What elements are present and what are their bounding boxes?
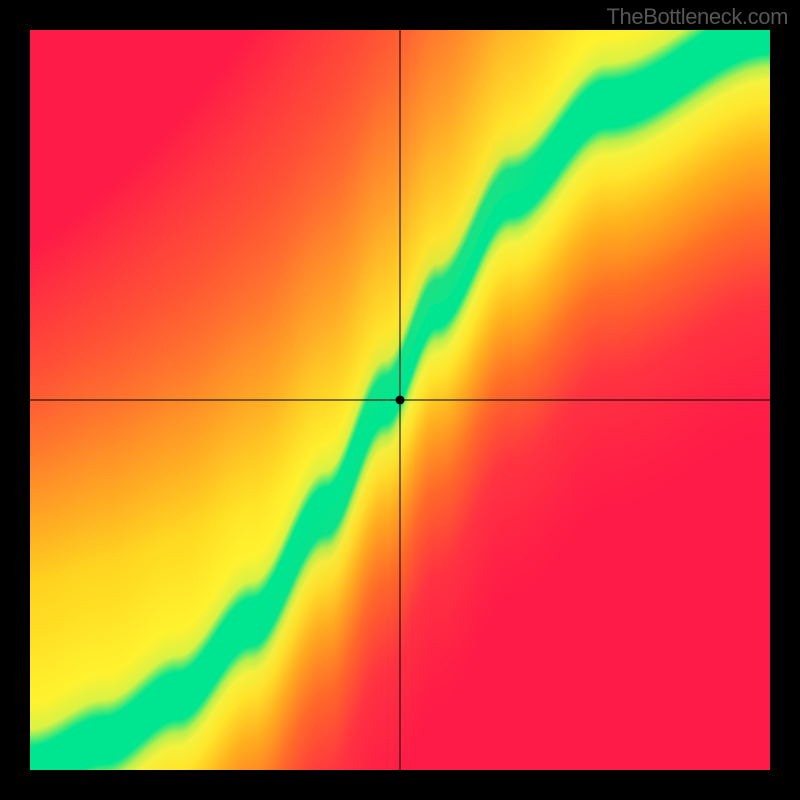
chart-container: TheBottleneck.com [0,0,800,800]
watermark-label: TheBottleneck.com [606,4,788,30]
heatmap-canvas [30,30,770,770]
